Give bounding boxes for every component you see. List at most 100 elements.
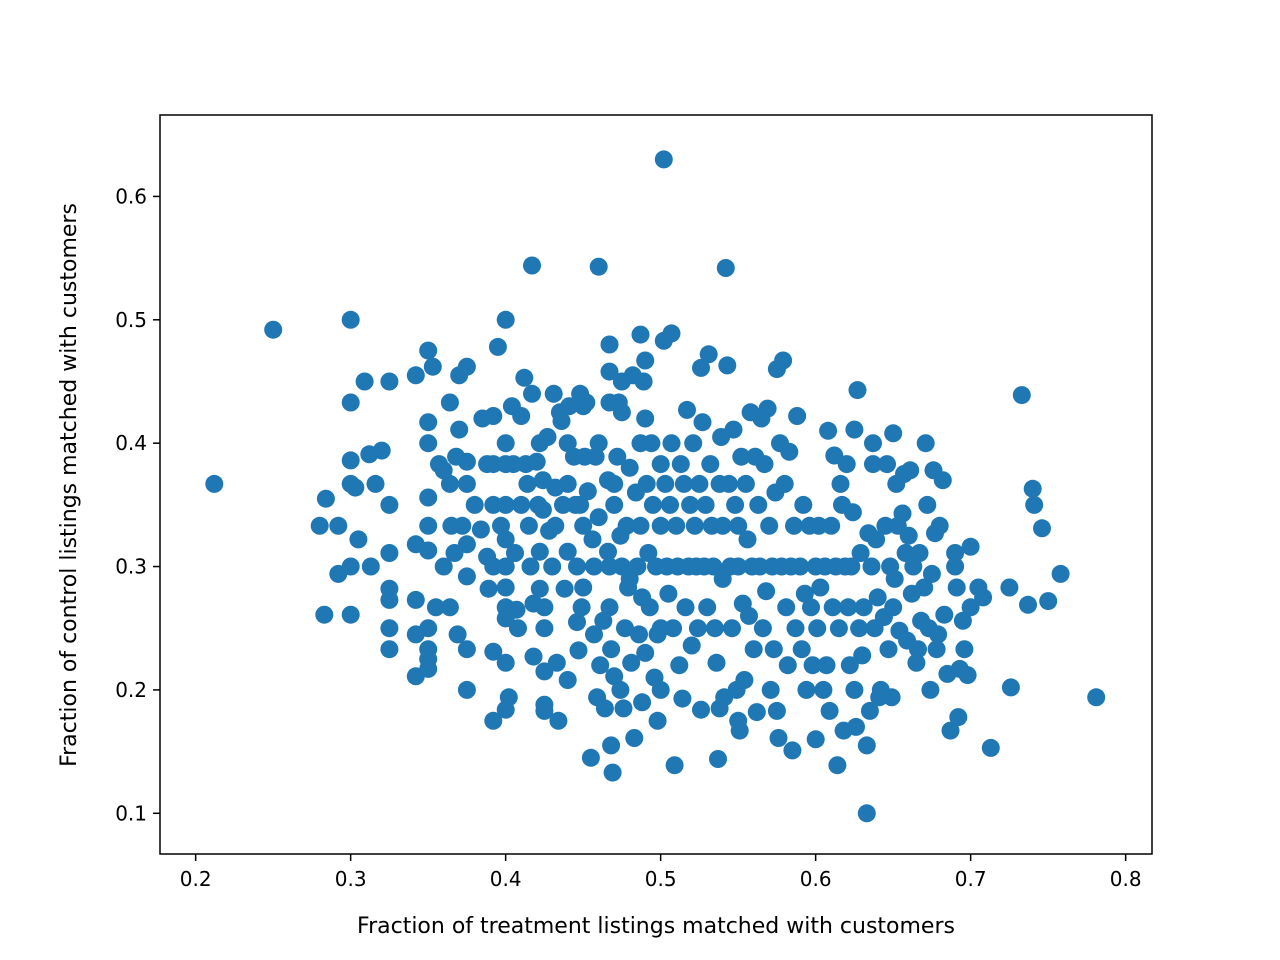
scatter-point (558, 542, 577, 561)
scatter-point (361, 557, 380, 576)
scatter-point (484, 455, 503, 474)
scatter-point (867, 530, 886, 549)
scatter-point (699, 345, 718, 364)
scatter-point (843, 503, 862, 522)
scatter-point (543, 557, 562, 576)
scatter-point (457, 640, 476, 659)
scatter-point (488, 337, 507, 356)
scatter-point (724, 420, 743, 439)
scatter-point (434, 461, 453, 480)
scatter-point (616, 619, 634, 638)
scatter-point (380, 619, 399, 638)
scatter-point (264, 320, 283, 339)
scatter-point (453, 516, 472, 535)
scatter-point (659, 584, 678, 603)
scatter-point (896, 544, 915, 562)
scatter-point (860, 701, 879, 720)
scatter-point (524, 647, 543, 666)
scatter-point (744, 640, 763, 659)
scatter-point (884, 598, 903, 617)
scatter-point (651, 516, 670, 535)
scatter-point (1033, 519, 1051, 538)
scatter-point (419, 516, 438, 535)
scatter-point (901, 461, 920, 480)
scatter-point (581, 748, 600, 767)
y-axis-ticks: 0.1 0.2 0.3 0.4 0.5 0.6 (115, 184, 160, 825)
scatter-point (933, 471, 952, 490)
scatter-point (492, 516, 510, 535)
scatter-point (648, 711, 667, 730)
scatter-point (848, 381, 867, 400)
scatter-point (1039, 592, 1058, 611)
scatter-point (546, 516, 565, 535)
scatter-point (636, 643, 655, 662)
scatter-point (600, 335, 619, 354)
scatter-point (817, 656, 836, 675)
scatter-point (685, 516, 704, 535)
x-tick-label: 0.3 (335, 867, 367, 891)
scatter-point (496, 557, 515, 576)
scatter-point (555, 579, 574, 598)
scatter-point (753, 619, 772, 638)
scatter-point (791, 557, 810, 576)
scatter-point (568, 613, 586, 632)
scatter-point (622, 653, 641, 672)
x-axis-ticks: 0.2 0.3 0.4 0.5 0.6 0.7 0.8 (180, 854, 1142, 891)
scatter-point (803, 656, 822, 675)
scatter-point (885, 569, 904, 588)
scatter-point (380, 544, 399, 562)
scatter-point (640, 598, 659, 617)
scatter-point (600, 557, 619, 576)
scatter-point (845, 680, 864, 699)
plot-frame (159, 114, 1153, 855)
x-tick-label: 0.2 (180, 867, 212, 891)
scatter-point (929, 625, 948, 644)
scatter-point (850, 619, 869, 638)
scatter-point (620, 458, 639, 477)
scatter-point (585, 557, 603, 576)
scatter-point (1012, 386, 1031, 405)
scatter-point (440, 393, 459, 412)
scatter-point (740, 606, 758, 625)
scatter-point (630, 625, 648, 644)
scatter-point (893, 504, 912, 523)
scatter-point (651, 455, 670, 474)
scatter-point (665, 756, 684, 775)
scatter-point (341, 310, 360, 329)
scatter-point (899, 526, 918, 545)
scatter-point (797, 680, 816, 699)
scatter-point (651, 680, 670, 699)
scatter-point (372, 441, 391, 460)
scatter-point (530, 542, 549, 561)
scatter-point (792, 640, 811, 659)
scatter-point (518, 474, 537, 493)
scatter-point (851, 544, 870, 562)
scatter-point (631, 516, 650, 535)
scatter-point (690, 474, 709, 493)
scatter-point (440, 598, 459, 617)
scatter-point (736, 474, 755, 493)
scatter-point (904, 557, 923, 576)
scatter-point (572, 598, 591, 617)
scatter-point (406, 590, 425, 609)
scatter-point (651, 619, 670, 638)
scatter-point (465, 495, 484, 514)
scatter-point (713, 516, 732, 535)
scatter-point (605, 667, 624, 686)
scatter-point (600, 362, 619, 381)
scatter-point (380, 640, 399, 659)
scatter-point (549, 711, 568, 730)
scatter-point (583, 530, 602, 549)
scatter-point (602, 736, 621, 755)
scatter-point (684, 434, 703, 453)
scatter-point (600, 598, 619, 617)
x-tick-label: 0.5 (645, 867, 677, 891)
scatter-point (605, 474, 624, 493)
scatter-point (814, 680, 833, 699)
scatter-point (577, 393, 596, 412)
scatter-point (571, 495, 590, 514)
scatter-point (946, 557, 965, 576)
y-tick-label: 0.6 (115, 184, 147, 208)
scatter-point (589, 508, 608, 527)
